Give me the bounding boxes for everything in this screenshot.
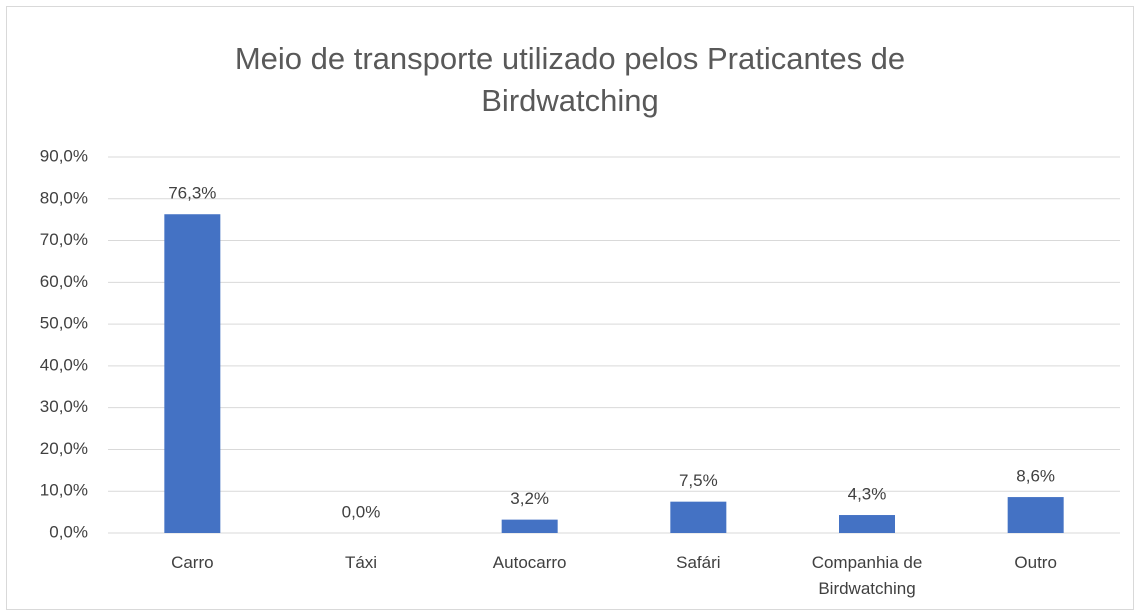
- data-label: 0,0%: [342, 502, 381, 521]
- y-tick-label: 90,0%: [40, 146, 88, 165]
- x-tick-label: Companhia de Birdwatching: [811, 553, 923, 598]
- x-tick-label: Autocarro: [492, 553, 567, 572]
- data-label: 76,3%: [168, 184, 216, 203]
- y-tick-label: 20,0%: [40, 439, 88, 458]
- y-tick-label: 0,0%: [49, 522, 88, 541]
- y-tick-label: 60,0%: [40, 272, 88, 291]
- y-tick-label: 40,0%: [40, 355, 88, 374]
- bar: [670, 501, 727, 533]
- bar: [501, 519, 558, 533]
- chart-title: Meio de transporte utilizado pelos Prati…: [234, 41, 906, 118]
- x-tick-label: Carro: [171, 553, 214, 572]
- y-tick-label: 30,0%: [40, 397, 88, 416]
- bar: [839, 515, 895, 533]
- chart-border: [6, 6, 1134, 610]
- data-label: 8,6%: [1016, 467, 1055, 486]
- data-label: 3,2%: [510, 489, 549, 508]
- bar: [1007, 497, 1064, 533]
- y-tick-label: 50,0%: [40, 314, 88, 333]
- y-tick-label: 70,0%: [40, 230, 88, 249]
- y-tick-label: 10,0%: [40, 481, 88, 500]
- x-tick-label: Táxi: [344, 553, 378, 572]
- x-tick-label: Outro: [1014, 553, 1057, 572]
- bar: [164, 214, 221, 534]
- data-label: 7,5%: [679, 471, 718, 490]
- y-tick-label: 80,0%: [40, 188, 88, 207]
- x-tick-label: Safári: [676, 553, 721, 572]
- data-label: 4,3%: [848, 485, 887, 504]
